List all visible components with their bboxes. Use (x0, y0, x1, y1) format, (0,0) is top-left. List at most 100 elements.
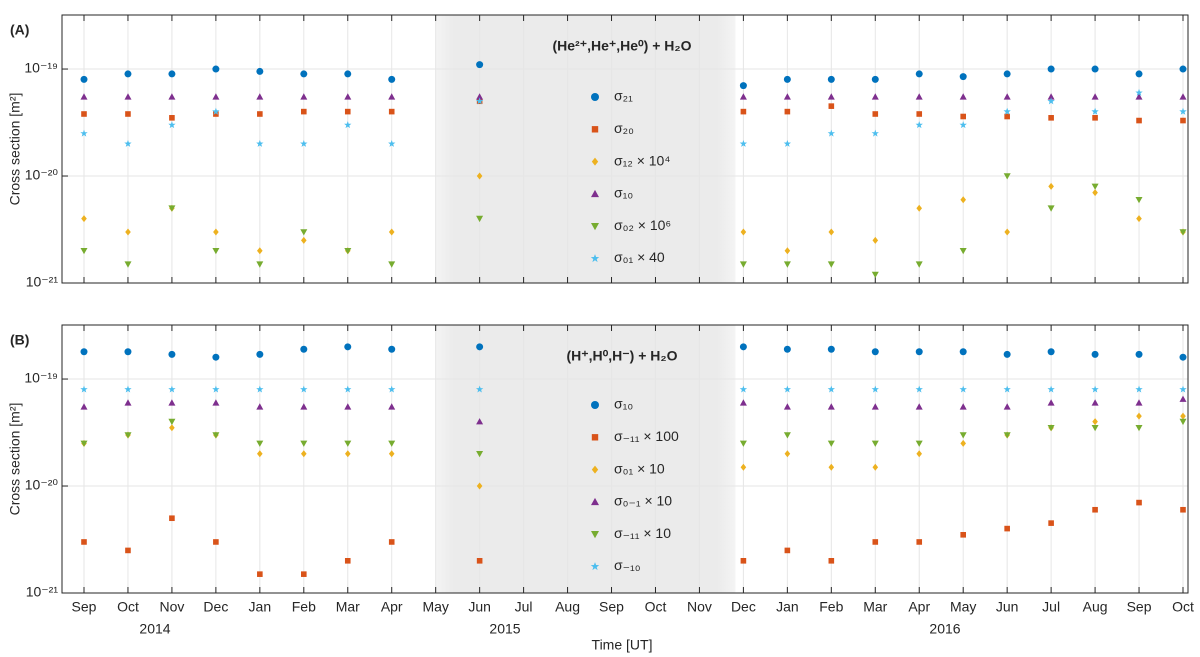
data-point (212, 385, 220, 393)
data-point (344, 108, 351, 115)
legend-label: σ₋₁₀ (614, 557, 641, 573)
data-point (388, 539, 395, 545)
data-point (827, 93, 835, 100)
data-point (168, 385, 176, 393)
data-point (739, 399, 747, 406)
data-point (476, 215, 484, 223)
data-point (1136, 412, 1142, 420)
data-point (168, 93, 176, 100)
data-point (257, 571, 263, 577)
data-point (256, 93, 264, 100)
data-point (828, 557, 835, 564)
data-point (168, 70, 176, 78)
data-gap-shade (435, 325, 736, 593)
data-point (80, 385, 88, 393)
data-point (212, 248, 220, 255)
data-point (300, 440, 308, 447)
data-point (476, 172, 483, 180)
year-label: 2014 (139, 621, 170, 637)
data-point (1135, 197, 1143, 204)
data-point (1179, 385, 1187, 393)
data-point (388, 261, 396, 268)
legend-marker (591, 223, 599, 231)
x-tick-label: Sep (72, 599, 97, 615)
data-point (213, 111, 219, 117)
data-point (80, 75, 88, 83)
data-gap-shade (435, 15, 736, 283)
data-point (388, 93, 396, 100)
data-point (959, 432, 967, 439)
x-tick-label: Mar (336, 599, 360, 615)
data-point (1180, 117, 1186, 124)
data-point (783, 403, 791, 410)
data-point (1047, 348, 1055, 356)
data-point (1136, 117, 1142, 124)
data-point (257, 450, 263, 458)
axes-box (61, 324, 1189, 594)
data-point (959, 385, 967, 393)
data-point (827, 345, 835, 353)
data-point (1004, 113, 1010, 120)
data-point (1135, 385, 1143, 393)
data-point (300, 385, 308, 393)
data-point (388, 450, 395, 458)
legend-label: σ₁₂ × 10⁴ (614, 152, 670, 168)
data-point (1180, 412, 1186, 420)
data-point (388, 345, 396, 353)
data-point (124, 348, 132, 356)
data-point (300, 70, 308, 78)
x-axis-label: Time [UT] (592, 637, 653, 653)
data-point (1135, 93, 1143, 100)
data-point (124, 140, 132, 147)
panel-label: (A) (10, 22, 29, 38)
year-label: 2015 (489, 621, 520, 637)
data-point (1179, 353, 1187, 361)
data-point (1135, 350, 1143, 358)
data-point (828, 463, 835, 471)
legend-label: σ₀₁ × 40 (614, 249, 665, 265)
data-point (344, 121, 352, 129)
data-point (1047, 399, 1055, 406)
x-tick-label: Dec (203, 599, 228, 615)
data-point (739, 261, 747, 268)
data-point (827, 403, 835, 410)
data-point (300, 229, 308, 236)
data-point (828, 103, 835, 109)
data-point (784, 450, 791, 458)
data-point (301, 108, 307, 115)
x-tick-label: Mar (863, 599, 887, 615)
data-point (212, 399, 220, 406)
data-point (1004, 228, 1010, 236)
data-point (125, 228, 131, 236)
data-point (124, 432, 132, 439)
y-tick-label: 10⁻¹⁹ (24, 60, 58, 76)
x-tick-label: Jul (1042, 599, 1060, 615)
data-point (1091, 399, 1099, 406)
data-point (81, 539, 87, 545)
data-point (81, 215, 87, 223)
data-point (1179, 93, 1187, 100)
y-tick-label: 10⁻²¹ (26, 584, 59, 600)
data-point (213, 228, 219, 236)
data-point (257, 247, 263, 255)
data-point (871, 403, 879, 410)
x-tick-label: Aug (555, 599, 580, 615)
data-point (871, 440, 879, 447)
data-point (959, 248, 967, 255)
data-point (1179, 395, 1187, 402)
data-point (212, 65, 220, 73)
data-point (960, 531, 966, 538)
data-point (1047, 385, 1055, 393)
data-point (388, 108, 395, 115)
legend-label: σ₂₀ (614, 120, 634, 136)
data-point (959, 93, 967, 100)
data-point (960, 196, 966, 204)
data-point (80, 403, 88, 410)
data-point (1091, 65, 1099, 73)
data-point (80, 129, 88, 137)
panel-label: (B) (10, 332, 29, 348)
data-point (1091, 107, 1099, 115)
data-point (960, 439, 966, 447)
data-point (125, 111, 131, 117)
